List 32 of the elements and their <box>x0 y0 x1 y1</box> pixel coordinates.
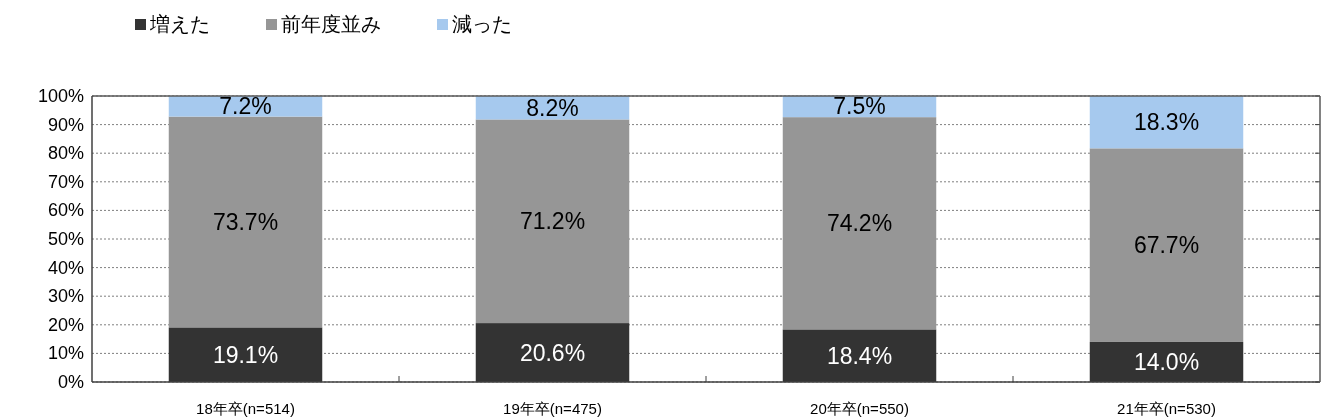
x-tick-label: 18年卒(n=514) <box>196 399 295 417</box>
y-tick-label: 20% <box>47 314 84 335</box>
data-label: 18.3% <box>1133 109 1200 136</box>
data-label: 7.5% <box>833 93 886 120</box>
y-tick-label: 50% <box>47 229 84 249</box>
x-tick-label: 21年卒(n=530) <box>1117 399 1216 417</box>
y-tick-label: 100% <box>37 86 84 106</box>
data-label: 74.2% <box>826 210 893 237</box>
x-tick-label: 20年卒(n=550) <box>810 399 909 417</box>
legend-label: 増えた <box>149 13 210 35</box>
data-label: 8.2% <box>526 94 579 121</box>
y-tick-label: 0% <box>57 372 84 392</box>
data-label: 7.2% <box>219 93 272 120</box>
legend-label: 減った <box>452 13 512 35</box>
y-tick-label: 40% <box>47 257 84 278</box>
data-label: 67.7% <box>1133 232 1200 259</box>
data-label: 73.7% <box>212 208 279 235</box>
y-tick-label: 60% <box>47 200 84 221</box>
data-label: 14.0% <box>1133 348 1200 375</box>
y-tick-label: 10% <box>47 343 84 364</box>
legend-item: 前年度並み <box>266 13 381 35</box>
x-tick-label: 19年卒(n=475) <box>503 399 602 417</box>
data-label: 71.2% <box>519 208 586 235</box>
y-tick-label: 90% <box>47 114 84 135</box>
data-label: 19.1% <box>212 341 279 368</box>
data-label: 18.4% <box>826 342 893 369</box>
y-tick-label: 30% <box>47 286 84 307</box>
legend-item: 増えた <box>135 13 210 35</box>
data-label: 20.6% <box>519 339 586 366</box>
y-tick-label: 80% <box>47 143 84 164</box>
y-tick-label: 70% <box>47 171 84 192</box>
legend-item: 減った <box>437 13 512 35</box>
